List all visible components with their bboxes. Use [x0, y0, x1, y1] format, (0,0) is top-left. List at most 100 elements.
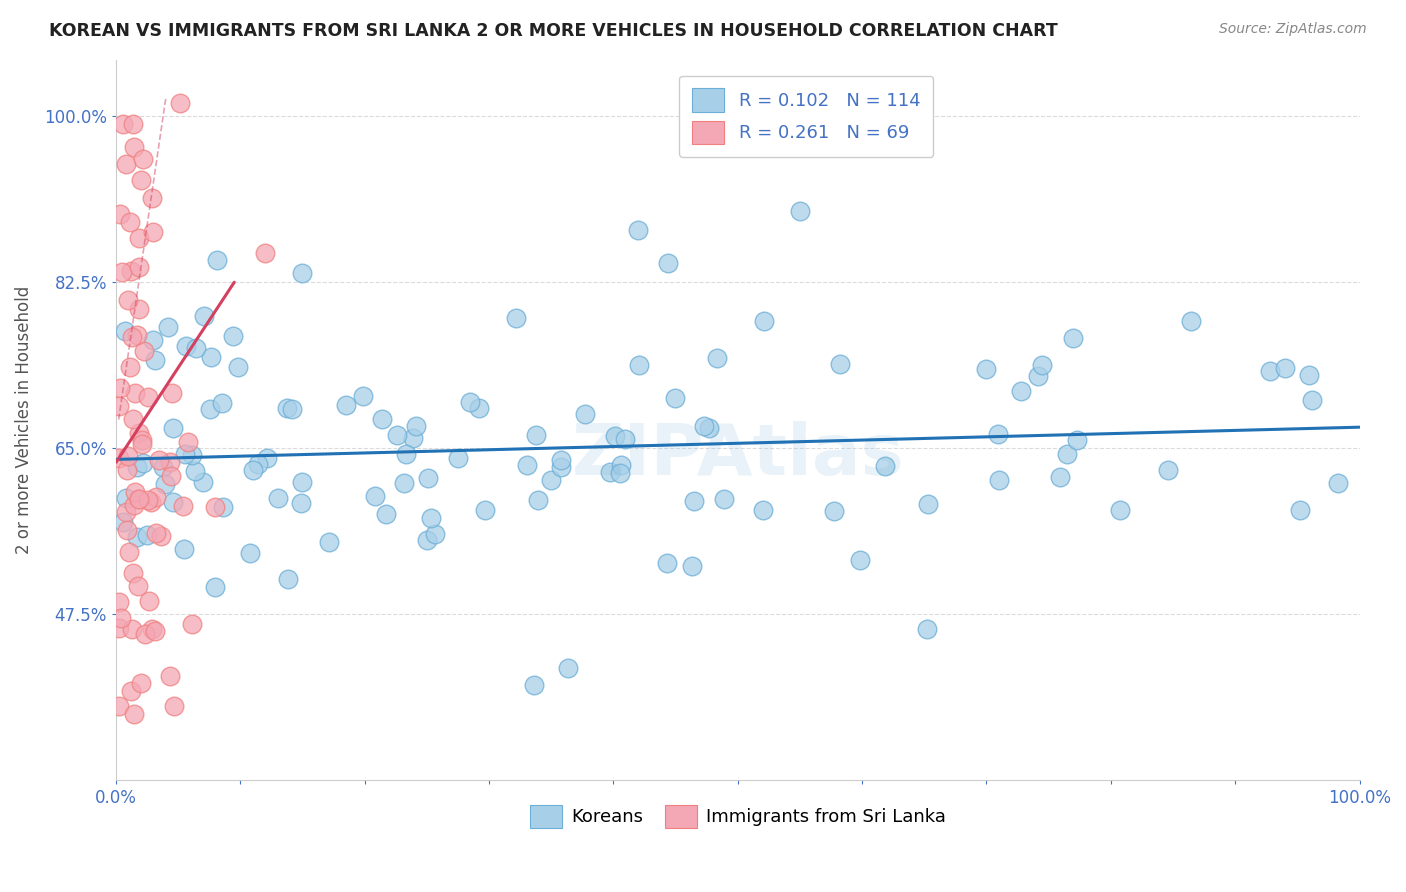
Point — [657, 256, 679, 270]
Point — [128, 301, 150, 316]
Point — [375, 507, 398, 521]
Point — [143, 624, 166, 638]
Point — [141, 622, 163, 636]
Point — [1301, 393, 1323, 408]
Point — [599, 465, 621, 479]
Point — [1298, 368, 1320, 382]
Point — [127, 491, 149, 506]
Point — [142, 333, 165, 347]
Point — [425, 527, 447, 541]
Text: Source: ZipAtlas.com: Source: ZipAtlas.com — [1219, 22, 1367, 37]
Point — [122, 707, 145, 722]
Point — [172, 499, 194, 513]
Point — [697, 421, 720, 435]
Point — [120, 263, 142, 277]
Point — [212, 500, 235, 514]
Point — [516, 458, 538, 472]
Point — [682, 494, 704, 508]
Point — [174, 339, 197, 353]
Point — [121, 566, 143, 581]
Point — [156, 319, 179, 334]
Point — [174, 446, 197, 460]
Point — [142, 225, 165, 239]
Point — [974, 362, 997, 376]
Point — [132, 152, 155, 166]
Point — [127, 579, 149, 593]
Point — [318, 534, 340, 549]
Point — [122, 412, 145, 426]
Point — [128, 425, 150, 440]
Point — [180, 448, 202, 462]
Point — [458, 395, 481, 409]
Point — [131, 456, 153, 470]
Point — [1010, 384, 1032, 399]
Point — [198, 401, 221, 416]
Point — [204, 500, 226, 514]
Point — [468, 401, 491, 415]
Point — [242, 463, 264, 477]
Point — [627, 223, 650, 237]
Point — [277, 572, 299, 586]
Point — [1031, 358, 1053, 372]
Point — [155, 477, 177, 491]
Point — [291, 475, 314, 490]
Point — [613, 432, 636, 446]
Point — [107, 621, 129, 635]
Point — [121, 117, 143, 131]
Point — [987, 427, 1010, 442]
Point — [138, 594, 160, 608]
Point — [447, 451, 470, 466]
Point — [1108, 503, 1130, 517]
Point — [183, 464, 205, 478]
Point — [128, 231, 150, 245]
Point — [527, 492, 550, 507]
Point — [160, 469, 183, 483]
Point — [246, 457, 269, 471]
Point — [128, 260, 150, 275]
Point — [352, 388, 374, 402]
Point — [136, 390, 159, 404]
Point — [474, 503, 496, 517]
Point — [120, 359, 142, 374]
Point — [108, 698, 131, 713]
Point — [603, 429, 626, 443]
Point — [115, 523, 138, 537]
Point — [823, 504, 845, 518]
Point — [1062, 330, 1084, 344]
Point — [115, 463, 138, 477]
Point — [405, 419, 427, 434]
Point — [139, 495, 162, 509]
Point — [266, 491, 288, 505]
Point — [117, 293, 139, 308]
Point — [107, 450, 129, 465]
Point — [364, 489, 387, 503]
Point — [291, 266, 314, 280]
Point — [191, 475, 214, 489]
Point — [557, 661, 579, 675]
Legend: Koreans, Immigrants from Sri Lanka: Koreans, Immigrants from Sri Lanka — [522, 797, 953, 836]
Point — [873, 458, 896, 473]
Point — [550, 452, 572, 467]
Point — [204, 580, 226, 594]
Point — [988, 473, 1011, 487]
Point — [131, 437, 153, 451]
Point — [664, 391, 686, 405]
Point — [125, 530, 148, 544]
Point — [420, 511, 443, 525]
Point — [752, 503, 775, 517]
Point — [162, 698, 184, 713]
Point — [108, 381, 131, 395]
Point — [752, 314, 775, 328]
Point — [371, 412, 394, 426]
Point — [145, 353, 167, 368]
Point — [115, 491, 138, 505]
Point — [124, 484, 146, 499]
Point — [150, 529, 173, 543]
Point — [117, 544, 139, 558]
Point — [394, 447, 416, 461]
Point — [415, 533, 437, 547]
Point — [254, 246, 277, 260]
Point — [111, 265, 134, 279]
Point — [205, 253, 228, 268]
Point — [193, 309, 215, 323]
